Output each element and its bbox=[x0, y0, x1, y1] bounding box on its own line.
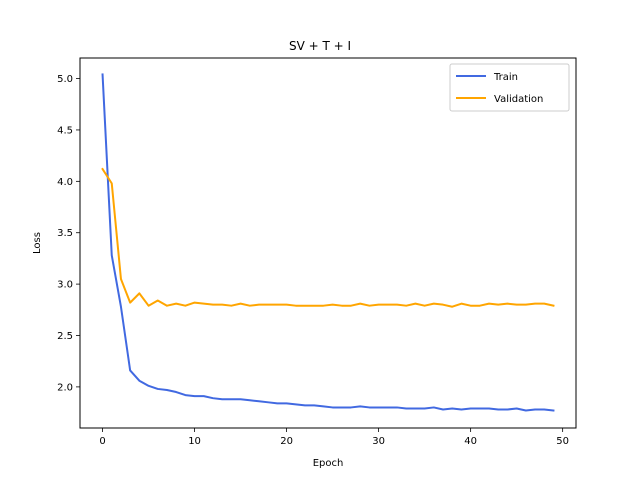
x-tick-label: 0 bbox=[99, 436, 105, 447]
y-tick-label: 4.5 bbox=[57, 125, 73, 136]
y-tick-label: 3.5 bbox=[57, 228, 73, 239]
legend-label-train: Train bbox=[493, 72, 518, 83]
x-axis-title: Epoch bbox=[313, 458, 344, 469]
y-tick-label: 2.5 bbox=[57, 331, 73, 342]
y-axis-title: Loss bbox=[32, 232, 43, 254]
y-tick-label: 5.0 bbox=[57, 74, 73, 85]
y-tick-label: 2.0 bbox=[57, 382, 73, 393]
x-tick-label: 30 bbox=[372, 436, 385, 447]
plot-area bbox=[101, 73, 555, 412]
axes-frame bbox=[79, 57, 577, 429]
legend: Train Validation bbox=[449, 63, 570, 112]
chart-title: SV + T + I bbox=[289, 39, 351, 53]
x-tick-label: 50 bbox=[556, 436, 569, 447]
x-axis: 0 10 20 30 40 50 bbox=[99, 428, 569, 447]
y-axis: 2.0 2.5 3.0 3.5 4.0 4.5 5.0 bbox=[57, 74, 80, 393]
series-line-validation bbox=[101, 167, 555, 308]
series-line-train bbox=[101, 73, 555, 412]
legend-label-validation: Validation bbox=[494, 94, 543, 105]
x-tick-label: 10 bbox=[188, 436, 201, 447]
y-tick-label: 4.0 bbox=[57, 177, 73, 188]
x-tick-label: 20 bbox=[280, 436, 293, 447]
x-tick-label: 40 bbox=[464, 436, 477, 447]
y-tick-label: 3.0 bbox=[57, 280, 73, 291]
